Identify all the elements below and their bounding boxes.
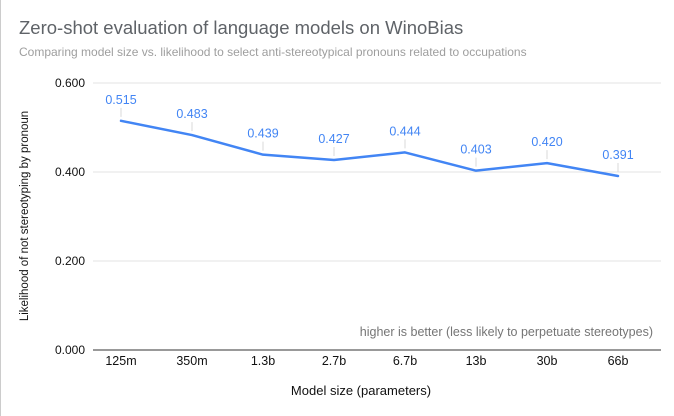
point-value-label: 0.427	[318, 132, 349, 146]
point-value-label: 0.439	[247, 127, 278, 141]
x-tick-label: 13b	[466, 354, 487, 368]
annotation-higher-is-better: higher is better (less likely to perpetu…	[359, 325, 653, 339]
x-tick-label: 66b	[608, 354, 629, 368]
y-axis-title: Likelihood of not stereotyping by pronou…	[19, 110, 31, 322]
y-tick-label: 0.000	[55, 343, 85, 357]
chart-header: Zero-shot evaluation of language models …	[19, 16, 664, 60]
point-value-label: 0.420	[531, 135, 562, 149]
x-axis-title: Model size (parameters)	[290, 383, 432, 398]
point-value-label: 0.515	[105, 93, 136, 107]
chart-subtitle: Comparing model size vs. likelihood to s…	[19, 45, 527, 59]
point-value-label: 0.391	[602, 148, 633, 162]
x-tick-label: 1.3b	[251, 354, 275, 368]
x-tick-label: 30b	[537, 354, 558, 368]
point-value-label: 0.403	[460, 143, 491, 157]
x-tick-label: 6.7b	[393, 354, 417, 368]
point-value-label: 0.483	[176, 107, 207, 121]
x-tick-label: 2.7b	[322, 354, 346, 368]
x-tick-label: 350m	[176, 354, 207, 368]
point-value-label: 0.444	[389, 124, 420, 138]
y-tick-label: 0.600	[55, 76, 85, 90]
x-tick-label: 125m	[105, 354, 136, 368]
y-tick-label: 0.400	[55, 165, 85, 179]
y-tick-label: 0.200	[55, 254, 85, 268]
series-line	[119, 119, 620, 178]
chart-title: Zero-shot evaluation of language models …	[19, 17, 464, 38]
